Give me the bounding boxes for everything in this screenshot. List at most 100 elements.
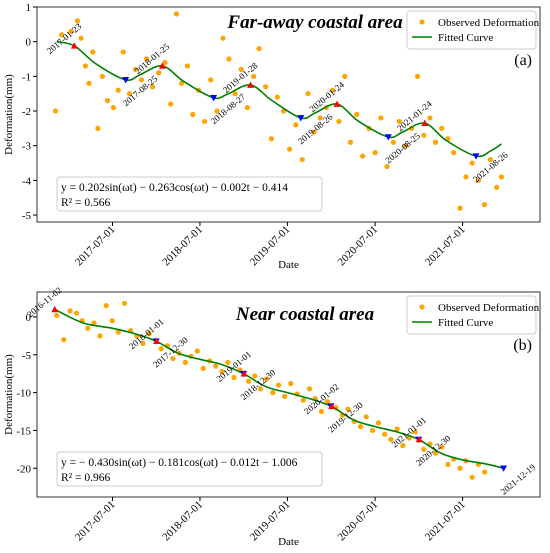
observed-point	[238, 66, 244, 73]
observed-point	[251, 73, 257, 79]
observed-point	[91, 320, 97, 326]
observed-point	[138, 77, 145, 83]
observed-point	[384, 163, 390, 170]
observed-point	[402, 143, 409, 149]
observed-point	[182, 359, 188, 365]
observed-point	[345, 406, 351, 412]
x-tick-label: 2020-07-01	[335, 224, 380, 269]
plot-frame	[36, 291, 541, 498]
extreme-marker	[384, 134, 392, 141]
observed-point	[306, 386, 313, 392]
observed-point	[342, 73, 348, 79]
observed-point	[110, 104, 117, 111]
observed-point	[494, 184, 500, 190]
x-tick-label: 2017-07-01	[73, 224, 118, 269]
y-tick-label: 0	[26, 312, 32, 324]
observed-point	[126, 91, 133, 97]
observed-point	[73, 310, 80, 316]
y-tick-label: -5	[22, 210, 32, 222]
observed-point	[173, 11, 180, 17]
y-tick-label: -15	[16, 425, 31, 437]
observed-point	[412, 429, 418, 435]
x-tick-label: 2020-07-01	[335, 499, 380, 544]
panel-title: Far-away coastal area	[226, 12, 403, 33]
observed-point	[427, 115, 433, 121]
observed-point	[293, 122, 299, 128]
observed-point	[97, 333, 103, 339]
observed-point	[311, 129, 317, 135]
observed-point	[121, 300, 128, 306]
observed-point	[82, 63, 89, 69]
y-tick-label: -4	[22, 175, 32, 187]
extreme-marker	[472, 153, 480, 160]
extreme-marker	[247, 81, 255, 88]
x-tick-label: 2018-07-01	[160, 499, 205, 544]
observed-point	[270, 390, 276, 396]
observed-point	[286, 146, 293, 152]
equation: y = 0.202sin(ωt) − 0.263cos(ωt) − 0.002t…	[61, 182, 288, 194]
observed-point	[68, 28, 74, 34]
observed-point	[288, 380, 294, 387]
extreme-marker	[500, 465, 508, 472]
observed-point	[268, 136, 274, 142]
observed-point	[85, 325, 91, 331]
observed-point	[162, 59, 168, 66]
observed-point	[115, 329, 121, 335]
extreme-marker	[158, 62, 166, 69]
observed-point	[481, 202, 488, 208]
observed-point	[200, 365, 206, 372]
observed-point	[421, 132, 427, 138]
observed-point	[201, 118, 208, 125]
observed-point	[244, 104, 251, 111]
equation: y = − 0.430sin(ωt) − 0.181cos(ωt) − 0.01…	[61, 457, 298, 469]
observed-point	[439, 125, 445, 131]
observed-point	[317, 115, 323, 121]
observed-point	[95, 125, 101, 131]
observed-point	[445, 461, 451, 468]
observed-point	[178, 80, 185, 86]
legend-label: Fitted Curve	[438, 317, 493, 329]
extreme-marker	[122, 77, 130, 84]
observed-point	[457, 205, 463, 211]
y-tick-label: -2	[22, 106, 31, 118]
observed-point	[232, 91, 238, 97]
observed-point	[369, 427, 376, 434]
observed-point	[382, 431, 388, 437]
observed-point	[487, 156, 493, 163]
legend-label: Fitted Curve	[438, 32, 493, 44]
observed-point	[52, 108, 59, 114]
observed-point	[275, 382, 282, 388]
legend-box	[406, 10, 537, 50]
observed-point	[414, 73, 421, 79]
observed-point	[469, 474, 475, 480]
y-tick-label: -10	[16, 388, 31, 400]
observed-point	[132, 66, 139, 73]
observed-point	[336, 118, 342, 125]
observed-point	[214, 108, 220, 114]
observed-point	[146, 331, 152, 337]
extreme-date-label: 2018-01-25	[133, 41, 172, 76]
observed-point	[115, 87, 121, 93]
observed-point	[149, 84, 156, 90]
observed-point	[104, 98, 111, 104]
observed-point	[226, 56, 232, 62]
observed-point	[61, 337, 67, 343]
observed-point	[170, 355, 176, 362]
observed-point	[263, 376, 270, 382]
observed-point	[300, 397, 306, 403]
observed-point	[190, 111, 196, 118]
observed-point	[475, 177, 482, 183]
extreme-marker	[70, 42, 78, 49]
observed-point	[109, 318, 115, 324]
observed-point	[263, 84, 269, 90]
y-axis-label: Deformation(mm)	[3, 354, 15, 435]
observed-point	[99, 73, 106, 79]
y-tick-label: 1	[26, 2, 32, 14]
observed-point	[184, 63, 191, 69]
observed-point	[252, 373, 258, 379]
y-tick-label: -1	[22, 71, 31, 83]
observed-point	[103, 303, 109, 309]
observed-point	[396, 118, 402, 125]
observed-point	[59, 32, 65, 38]
